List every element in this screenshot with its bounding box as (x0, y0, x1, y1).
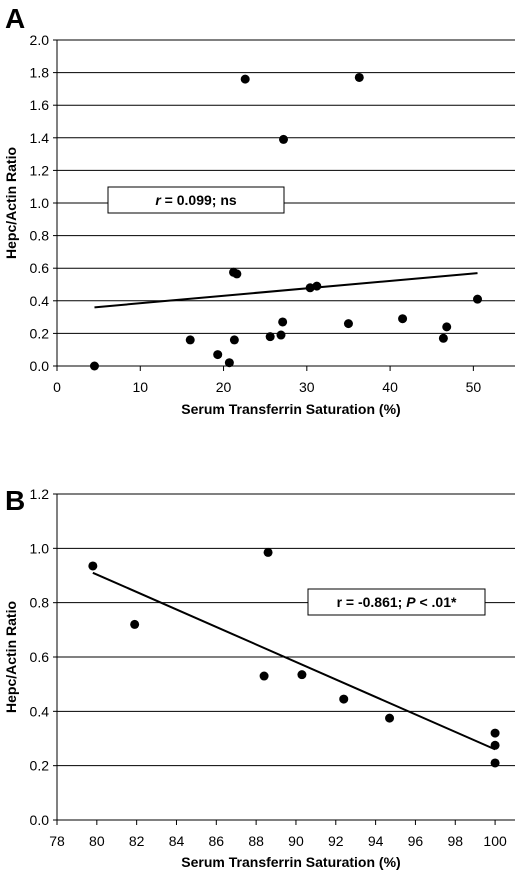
panel-b: B 0.0 0.2 0.4 0.6 0.8 1.0 1.2 78 80 82 84 86 88 90 92 94… (3, 485, 515, 870)
data-point (490, 728, 500, 738)
x-tick-label: 100 (483, 833, 507, 849)
trend-line (94, 272, 478, 309)
y-tick-label: 1.0 (30, 195, 50, 211)
y-tick-label: 1.2 (30, 486, 50, 502)
data-point (263, 547, 273, 557)
x-tick-label: 40 (382, 379, 398, 395)
x-tick-label: 0 (53, 379, 61, 395)
data-point (232, 269, 242, 279)
annotation-box (107, 186, 285, 214)
data-point (312, 281, 322, 291)
y-tick-label: 0.0 (30, 812, 50, 828)
data-point (88, 561, 98, 571)
data-point (490, 758, 500, 768)
data-point (297, 670, 307, 680)
x-tick-label: 10 (132, 379, 148, 395)
y-axis-title: Hepc/Actin Ratio (3, 147, 19, 259)
x-tick-label: 80 (89, 833, 105, 849)
x-tick-label: 78 (49, 833, 65, 849)
y-tick-label: 1.4 (30, 130, 50, 146)
y-tick-label: 0.4 (30, 293, 50, 309)
data-point (185, 335, 195, 345)
y-tick-label: 1.0 (30, 540, 50, 556)
x-tick-label: 20 (216, 379, 232, 395)
x-tick-label: 50 (466, 379, 482, 395)
y-tick-label: 0.8 (30, 595, 50, 611)
y-tick-label: 0.2 (30, 325, 50, 341)
data-point (224, 358, 234, 368)
data-point (229, 335, 239, 345)
y-tick-label: 1.8 (30, 65, 50, 81)
y-tick-label: 0.2 (30, 758, 50, 774)
data-point (276, 330, 286, 340)
y-tick-label: 0.0 (30, 358, 50, 374)
x-tick-label: 90 (288, 833, 304, 849)
x-tick-label: 30 (299, 379, 315, 395)
x-axis-title: Serum Transferrin Saturation (%) (181, 401, 400, 417)
x-tick-label: 92 (328, 833, 344, 849)
data-point (259, 671, 269, 681)
data-point (442, 322, 452, 332)
data-point (89, 361, 99, 371)
y-tick-label: 2.0 (30, 32, 50, 48)
panel-a: A 0.0 0.2 0.4 0.6 0.8 1.0 1.2 1.4 1.6 1.8 2.0 0 10 20 3… (3, 3, 515, 417)
data-point (490, 740, 500, 750)
data-point (343, 319, 353, 329)
y-tick-label: 0.6 (30, 260, 50, 276)
y-axis-title: Hepc/Actin Ratio (3, 601, 19, 713)
data-point (438, 333, 448, 343)
data-point (278, 317, 288, 327)
x-tick-label: 98 (447, 833, 463, 849)
data-point (240, 74, 250, 84)
annotation-box (307, 588, 486, 616)
data-point (385, 713, 395, 723)
x-tick-label: 84 (169, 833, 185, 849)
trend-line (92, 571, 496, 751)
panel-letter: A (5, 3, 25, 34)
annotation-text: r = 0.099; ns (155, 192, 237, 208)
x-tick-label: 94 (368, 833, 384, 849)
x-tick-label: 82 (129, 833, 145, 849)
data-point (339, 694, 349, 704)
data-point (473, 294, 483, 304)
y-tick-label: 0.6 (30, 649, 50, 665)
data-point (354, 72, 364, 82)
x-tick-label: 88 (248, 833, 264, 849)
data-point (265, 332, 275, 342)
data-point (279, 134, 289, 144)
data-point (130, 619, 140, 629)
y-tick-label: 1.6 (30, 97, 50, 113)
y-tick-label: 0.8 (30, 228, 50, 244)
data-point (213, 350, 223, 360)
annotation-text: r = -0.861; P < .01* (337, 594, 457, 610)
x-axis-title: Serum Transferrin Saturation (%) (181, 854, 400, 870)
panel-letter: B (5, 485, 25, 516)
x-tick-label: 86 (209, 833, 225, 849)
y-tick-label: 1.2 (30, 162, 50, 178)
data-point (398, 314, 408, 324)
y-tick-label: 0.4 (30, 703, 50, 719)
x-tick-label: 96 (408, 833, 424, 849)
